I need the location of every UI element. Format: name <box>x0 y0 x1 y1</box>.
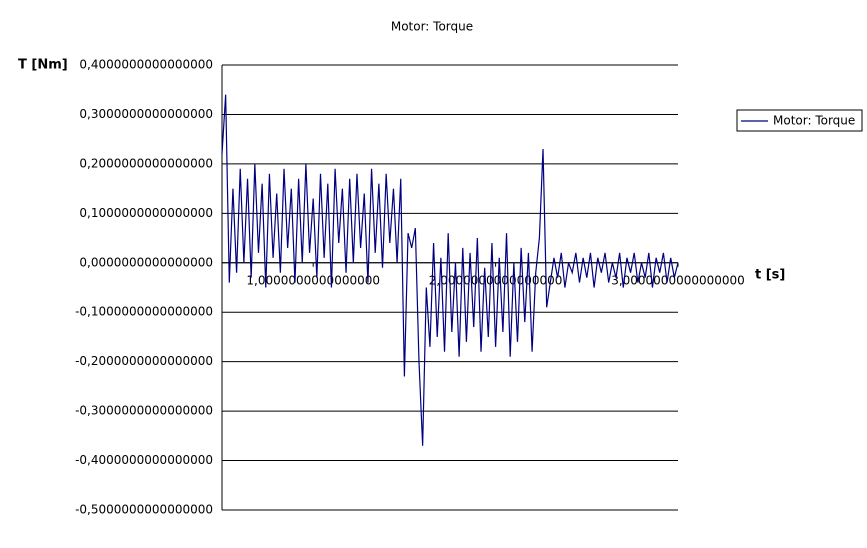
y-tick-label: 0,1000000000000000 <box>79 206 213 220</box>
y-tick-label: -0,1000000000000000 <box>75 305 213 319</box>
y-tick-label: 0,2000000000000000 <box>79 156 213 170</box>
y-tick-label: 0,0000000000000000 <box>79 255 213 269</box>
x-tick-label: 3,0000000000000000 <box>611 273 745 287</box>
x-tick-label: 2,0000000000000000 <box>429 273 563 287</box>
x-axis-label: t [s] <box>755 268 785 283</box>
y-tick-label: 0,3000000000000000 <box>79 107 213 121</box>
y-axis-label: T [Nm] <box>18 58 68 73</box>
chart-title: Motor: Torque <box>391 20 473 34</box>
y-tick-label: -0,4000000000000000 <box>75 453 213 467</box>
y-tick-label: -0,3000000000000000 <box>75 404 213 418</box>
y-tick-label: -0,5000000000000000 <box>75 503 213 517</box>
series-line <box>221 94 679 446</box>
legend <box>736 109 863 132</box>
x-tick-label: 1,0000000000000000 <box>246 273 380 287</box>
y-tick-label: 0,4000000000000000 <box>79 58 213 72</box>
legend-label: Motor: Torque <box>773 114 855 128</box>
y-tick-label: -0,2000000000000000 <box>75 354 213 368</box>
